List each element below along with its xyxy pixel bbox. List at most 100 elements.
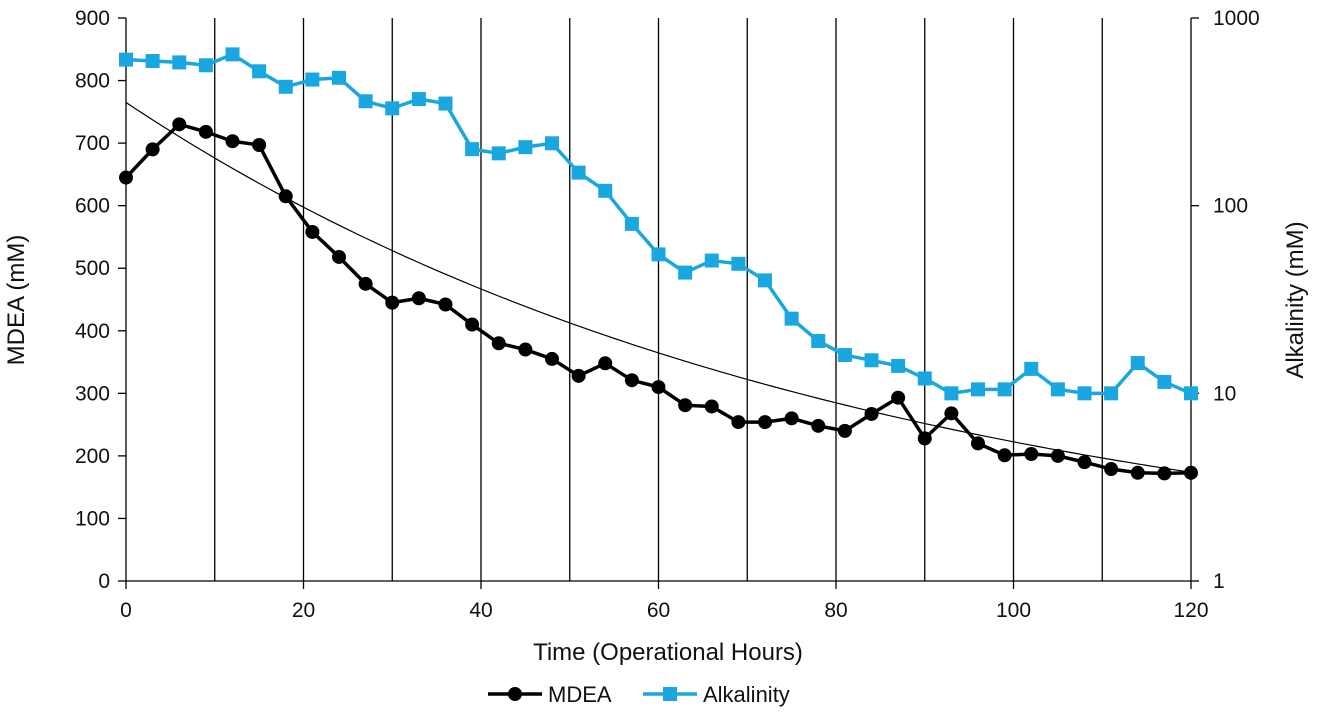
- point-alkalinity-5: [252, 64, 267, 79]
- point-alkalinity-36: [1077, 386, 1092, 401]
- point-alkalinity-15: [518, 140, 533, 155]
- point-mdea-13: [465, 317, 480, 332]
- point-alkalinity-13: [465, 142, 480, 157]
- point-mdea-37: [1104, 462, 1119, 477]
- y-tick-label-500: 500: [75, 257, 110, 280]
- point-mdea-6: [278, 189, 293, 204]
- x-tick-label-20: 20: [292, 599, 315, 622]
- y-tick-label-0: 0: [98, 570, 110, 593]
- point-mdea-31: [944, 406, 959, 421]
- y-tick-label-100: 100: [75, 507, 110, 530]
- point-mdea-9: [358, 276, 373, 291]
- x-tick-label-100: 100: [996, 599, 1031, 622]
- legend-item-mdea: MDEA: [488, 682, 612, 707]
- point-mdea-1: [145, 142, 160, 157]
- y-tick-label-900: 900: [75, 7, 110, 30]
- y2-tick-label-1: 1: [1213, 570, 1225, 593]
- chart-axes: [118, 17, 1199, 589]
- point-mdea-14: [491, 336, 506, 351]
- point-mdea-5: [252, 137, 267, 152]
- y-tick-label-700: 700: [75, 132, 110, 155]
- point-alkalinity-10: [385, 101, 400, 116]
- point-mdea-2: [172, 117, 187, 132]
- point-alkalinity-25: [784, 311, 799, 326]
- point-alkalinity-28: [864, 353, 879, 368]
- legend-item-alkalinity: Alkalinity: [643, 682, 790, 707]
- y-axis-title: MDEA (mM): [3, 235, 30, 366]
- x-tick-label-60: 60: [647, 599, 670, 622]
- point-alkalinity-26: [811, 334, 826, 349]
- legend-label-alkalinity: Alkalinity: [703, 682, 790, 707]
- point-mdea-12: [438, 297, 453, 312]
- point-mdea-24: [758, 415, 772, 430]
- point-mdea-29: [891, 390, 906, 405]
- legend-marker-alkalinity: [663, 687, 677, 701]
- point-mdea-33: [997, 448, 1012, 463]
- point-mdea-7: [305, 224, 320, 239]
- point-mdea-38: [1130, 465, 1145, 480]
- point-mdea-19: [624, 373, 639, 388]
- point-alkalinity-24: [758, 273, 772, 288]
- point-alkalinity-19: [624, 216, 639, 231]
- y2-tick-label-10: 10: [1213, 382, 1236, 405]
- point-alkalinity-38: [1130, 356, 1145, 371]
- trend-curve: [125, 101, 1192, 473]
- point-mdea-34: [1024, 447, 1039, 462]
- point-alkalinity-20: [651, 247, 666, 262]
- x-tick-label-120: 120: [1173, 599, 1208, 622]
- point-alkalinity-34: [1024, 361, 1039, 376]
- point-mdea-4: [225, 134, 240, 149]
- point-mdea-35: [1050, 448, 1065, 463]
- tick-labels: 0 100 200 300 400 500 600 700 800 900 1 10 100 1000 0 2…: [75, 7, 1260, 622]
- y-tick-label-600: 600: [75, 195, 110, 218]
- point-alkalinity-32: [971, 382, 985, 397]
- point-mdea-20: [651, 380, 666, 395]
- y2-tick-label-1000: 1000: [1213, 7, 1260, 30]
- y-tick-label-300: 300: [75, 382, 110, 405]
- point-mdea-17: [571, 368, 586, 383]
- series-alkalinity: [119, 47, 1198, 401]
- point-mdea-27: [837, 423, 852, 438]
- point-alkalinity-12: [438, 96, 453, 111]
- point-mdea-18: [598, 356, 613, 371]
- point-alkalinity-18: [598, 183, 613, 198]
- point-mdea-30: [917, 431, 932, 446]
- point-mdea-22: [704, 399, 719, 414]
- y-tick-label-800: 800: [75, 70, 110, 93]
- point-mdea-11: [411, 291, 426, 306]
- point-alkalinity-31: [944, 386, 959, 401]
- x-tick-label-80: 80: [824, 599, 847, 622]
- point-alkalinity-21: [678, 265, 693, 280]
- point-mdea-36: [1077, 455, 1092, 470]
- point-alkalinity-39: [1157, 374, 1172, 389]
- point-alkalinity-40: [1184, 386, 1198, 401]
- point-alkalinity-17: [571, 165, 586, 180]
- point-alkalinity-7: [305, 72, 320, 87]
- series-layer: [119, 47, 1198, 481]
- y2-tick-label-100: 100: [1213, 195, 1248, 218]
- point-mdea-26: [811, 418, 826, 433]
- y-tick-label-200: 200: [75, 445, 110, 468]
- point-alkalinity-14: [491, 146, 506, 161]
- point-alkalinity-6: [278, 79, 293, 94]
- point-alkalinity-4: [225, 47, 240, 62]
- point-alkalinity-11: [411, 92, 426, 107]
- point-mdea-8: [332, 249, 346, 264]
- point-alkalinity-16: [545, 136, 559, 151]
- point-mdea-25: [784, 411, 799, 426]
- point-mdea-23: [731, 415, 746, 430]
- point-mdea-0: [119, 170, 133, 185]
- point-alkalinity-33: [997, 382, 1012, 397]
- y2-axis-title: Alkalinity (mM): [1282, 221, 1309, 378]
- point-mdea-32: [971, 436, 985, 451]
- point-alkalinity-27: [837, 348, 852, 363]
- point-mdea-39: [1157, 466, 1172, 481]
- point-alkalinity-9: [358, 94, 373, 109]
- point-alkalinity-8: [332, 70, 346, 85]
- point-mdea-21: [678, 398, 693, 413]
- point-alkalinity-22: [704, 253, 719, 268]
- point-mdea-15: [518, 342, 533, 357]
- point-alkalinity-1: [145, 54, 160, 69]
- y-tick-label-400: 400: [75, 320, 110, 343]
- point-alkalinity-37: [1104, 386, 1119, 401]
